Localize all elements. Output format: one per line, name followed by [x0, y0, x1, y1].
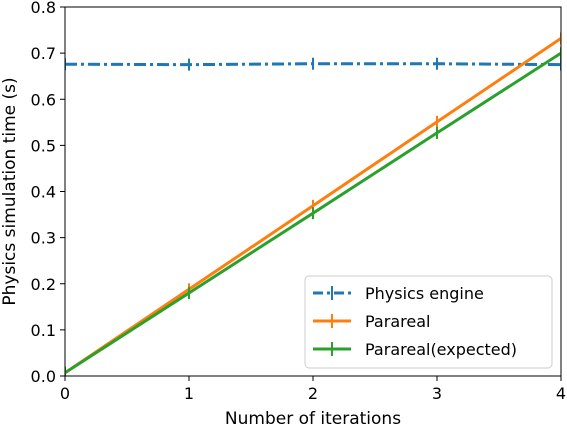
y-axis-label: Physics simulation time (s) [0, 77, 20, 305]
plot-area [65, 32, 561, 376]
legend-label-physics-engine: Physics engine [365, 284, 484, 303]
y-tick-label: 0.7 [31, 44, 56, 63]
x-tick-label: 0 [60, 384, 70, 403]
legend-label-parareal: Parareal [365, 312, 430, 331]
x-tick-label: 2 [308, 384, 318, 403]
y-tick-label: 0.6 [31, 90, 56, 109]
y-tick-label: 0.3 [31, 229, 56, 248]
axes: 0 1 2 3 4 0.0 0.1 0.2 0.3 0.4 0.5 0.6 0.7 0.8 [31, 0, 567, 403]
y-tick-label: 0.1 [31, 321, 56, 340]
x-tick-label: 3 [432, 384, 442, 403]
legend-box [304, 275, 553, 369]
y-tick-label: 0.5 [31, 136, 56, 155]
y-tick-label: 0.2 [31, 275, 56, 294]
y-tick-label: 0.4 [31, 183, 56, 202]
x-tick-label: 4 [556, 384, 566, 403]
x-tick-label: 1 [184, 384, 194, 403]
y-tick-label: 0.8 [31, 0, 56, 17]
x-axis-label: Number of iterations [225, 409, 401, 425]
legend-label-parareal-expected: Parareal(expected) [365, 340, 517, 359]
legend: Physics engine Parareal Parareal(expected) [304, 275, 553, 369]
y-tick-label: 0.0 [31, 367, 56, 386]
